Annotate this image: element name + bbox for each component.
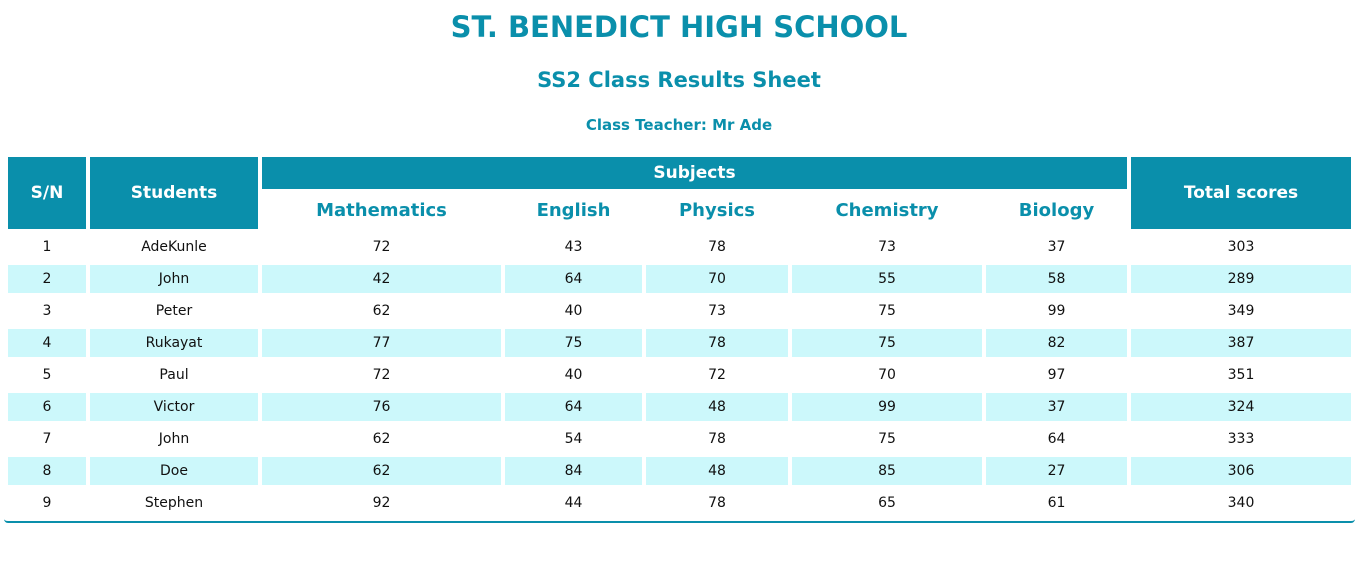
cell-physics: 78 <box>708 495 726 511</box>
cell-physics: 78 <box>708 431 726 447</box>
school-name: ST. BENEDICT HIGH SCHOOL <box>450 10 908 44</box>
cell-total-score: 349 <box>1227 303 1255 319</box>
cell-total-score: 303 <box>1227 239 1255 255</box>
cell-student-name: AdeKunle <box>141 239 207 255</box>
table-row: 6 Victor 76 64 48 99 37 324 <box>8 393 1351 421</box>
cell-english: 64 <box>505 265 642 293</box>
cell-mathematics: 72 <box>372 367 391 383</box>
cell-mathematics: 62 <box>372 303 391 319</box>
cell-english: 44 <box>564 495 583 511</box>
cell-english: 75 <box>505 329 642 357</box>
header-physics: Physics <box>646 192 788 229</box>
class-teacher: Class Teacher: Mr Ade <box>585 116 773 134</box>
cell-physics: 78 <box>708 239 726 255</box>
cell-chemistry: 75 <box>878 431 896 447</box>
cell-english: 43 <box>564 239 583 255</box>
cell-total-score: 306 <box>1131 457 1351 485</box>
cell-chemistry: 73 <box>878 239 896 255</box>
cell-mathematics: 77 <box>262 329 501 357</box>
cell-physics: 78 <box>646 329 788 357</box>
table-row: 1 AdeKunle 72 43 78 73 37 303 <box>8 233 1351 261</box>
table-body: 1 AdeKunle 72 43 78 73 37 303 2 John 42 64 70 55 58 289… <box>8 233 1351 517</box>
cell-sn: 1 <box>42 239 52 255</box>
cell-english: 40 <box>564 303 583 319</box>
cell-chemistry: 65 <box>878 495 896 511</box>
cell-chemistry: 55 <box>792 265 982 293</box>
cell-physics: 73 <box>708 303 726 319</box>
results-table: S/N Students Subjects Total scores Mathe… <box>4 153 1355 523</box>
cell-biology: 99 <box>1047 303 1066 319</box>
cell-sn: 7 <box>42 431 52 447</box>
cell-student-name: Paul <box>159 367 189 383</box>
header-total-scores: Total scores <box>1131 157 1351 229</box>
table-row: 8 Doe 62 84 48 85 27 306 <box>8 457 1351 485</box>
cell-student-name: John <box>158 431 190 447</box>
cell-mathematics: 62 <box>262 457 501 485</box>
table-row: 2 John 42 64 70 55 58 289 <box>8 265 1351 293</box>
cell-sn: 3 <box>42 303 52 319</box>
cell-english: 40 <box>564 367 583 383</box>
cell-mathematics: 42 <box>262 265 501 293</box>
cell-total-score: 324 <box>1131 393 1351 421</box>
cell-chemistry: 75 <box>878 303 896 319</box>
cell-total-score: 387 <box>1131 329 1351 357</box>
cell-biology: 64 <box>1047 431 1066 447</box>
header-english: English <box>505 192 642 229</box>
cell-total-score: 351 <box>1227 367 1255 383</box>
table-row: 5 Paul 72 40 72 70 97 351 <box>8 361 1351 389</box>
cell-physics: 48 <box>646 457 788 485</box>
cell-total-score: 340 <box>1227 495 1255 511</box>
cell-biology: 97 <box>1047 367 1066 383</box>
cell-biology: 37 <box>986 393 1127 421</box>
header-sn: S/N <box>8 157 86 229</box>
cell-sn: 6 <box>8 393 86 421</box>
cell-biology: 27 <box>986 457 1127 485</box>
cell-physics: 70 <box>646 265 788 293</box>
cell-chemistry: 70 <box>878 367 896 383</box>
cell-student-name: Rukayat <box>90 329 258 357</box>
table-row: 7 John 62 54 78 75 64 333 <box>8 425 1351 453</box>
table-row: 9 Stephen 92 44 78 65 61 340 <box>8 489 1351 517</box>
cell-mathematics: 76 <box>262 393 501 421</box>
table-row: 3 Peter 62 40 73 75 99 349 <box>8 297 1351 325</box>
header-subjects: Subjects <box>262 157 1127 189</box>
cell-mathematics: 92 <box>372 495 391 511</box>
sheet-title: SS2 Class Results Sheet <box>537 68 821 92</box>
cell-biology: 61 <box>1047 495 1066 511</box>
cell-physics: 48 <box>646 393 788 421</box>
cell-mathematics: 62 <box>372 431 391 447</box>
cell-physics: 72 <box>708 367 726 383</box>
cell-sn: 9 <box>42 495 52 511</box>
header-students: Students <box>90 157 258 229</box>
header-mathematics: Mathematics <box>262 192 501 229</box>
cell-total-score: 333 <box>1227 431 1255 447</box>
cell-chemistry: 85 <box>792 457 982 485</box>
header-chemistry: Chemistry <box>792 192 982 229</box>
cell-english: 64 <box>505 393 642 421</box>
cell-english: 84 <box>505 457 642 485</box>
cell-student-name: Peter <box>155 303 193 319</box>
cell-english: 54 <box>564 431 583 447</box>
cell-biology: 58 <box>986 265 1127 293</box>
cell-total-score: 289 <box>1131 265 1351 293</box>
cell-student-name: John <box>90 265 258 293</box>
cell-mathematics: 72 <box>372 239 391 255</box>
cell-chemistry: 99 <box>792 393 982 421</box>
cell-sn: 5 <box>42 367 52 383</box>
cell-student-name: Doe <box>90 457 258 485</box>
cell-sn: 4 <box>8 329 86 357</box>
cell-biology: 82 <box>986 329 1127 357</box>
table-header: S/N Students Subjects Total scores Mathe… <box>8 157 1351 229</box>
table-row: 4 Rukayat 77 75 78 75 82 387 <box>8 329 1351 357</box>
cell-student-name: Victor <box>90 393 258 421</box>
cell-sn: 2 <box>8 265 86 293</box>
cell-student-name: Stephen <box>144 495 204 511</box>
header-biology: Biology <box>986 192 1127 229</box>
cell-biology: 37 <box>1047 239 1066 255</box>
cell-sn: 8 <box>8 457 86 485</box>
cell-chemistry: 75 <box>792 329 982 357</box>
